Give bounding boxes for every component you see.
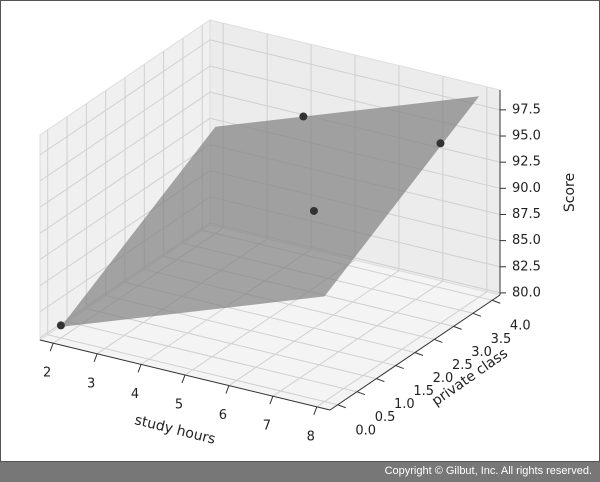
x-tick-label: 3 — [87, 376, 95, 391]
y-tick — [492, 299, 501, 304]
x-tick-label: 6 — [219, 408, 227, 423]
x-tick — [225, 385, 230, 394]
x-tick — [269, 396, 274, 405]
grid-line — [39, 117, 211, 234]
x-tick-label: 4 — [131, 387, 139, 402]
point — [56, 321, 65, 330]
y-tick — [395, 365, 404, 370]
y-tick — [434, 338, 443, 343]
grid-line — [209, 39, 501, 111]
z-tick-label: 90.0 — [512, 181, 541, 196]
z-tick-label: 82.5 — [512, 259, 541, 274]
copyright: Copyright © Gilbut, Inc. All rights rese… — [384, 465, 592, 477]
y-tick-label: 3.5 — [491, 332, 512, 347]
z-tick-label: 85.0 — [512, 233, 541, 248]
regression-plane — [60, 96, 480, 327]
y-tick-label: 0.0 — [355, 423, 376, 438]
grid-line — [39, 91, 211, 208]
z-tick-label: 80.0 — [512, 285, 541, 300]
y-tick-label: 0.5 — [375, 410, 396, 425]
footer: Copyright © Gilbut, Inc. All rights rese… — [0, 462, 600, 482]
point — [309, 206, 318, 215]
x-tick — [93, 353, 98, 362]
z-axis-label: Score — [562, 173, 578, 212]
z-tick-label: 97.5 — [512, 102, 541, 117]
x-tick — [181, 374, 186, 384]
x-tick-label: 2 — [43, 366, 51, 381]
x-tick-label: 5 — [175, 398, 183, 413]
y-tick-label: 3.0 — [471, 345, 492, 360]
y-tick-label: 2.0 — [433, 371, 454, 386]
point — [299, 112, 308, 121]
x-tick-label: 8 — [307, 429, 315, 444]
grid-line — [86, 308, 377, 380]
y-tick-label: 1.0 — [394, 397, 415, 412]
x-tick — [313, 406, 318, 415]
grid-line — [47, 334, 338, 406]
y-tick — [356, 391, 366, 396]
y-axis — [329, 294, 501, 411]
z-tick-label: 87.5 — [512, 207, 541, 222]
grid-line — [39, 144, 211, 260]
grid-line — [39, 65, 211, 182]
z-tick-label: 92.5 — [512, 155, 541, 170]
x-tick-label: 7 — [263, 419, 271, 434]
x-tick — [49, 343, 54, 352]
z-tick-label: 95.0 — [512, 129, 541, 144]
grid-line — [66, 321, 358, 393]
y-tick — [453, 325, 462, 330]
x-axis — [39, 339, 331, 411]
y-tick-label: 1.5 — [413, 384, 434, 399]
x-axis-label: study hours — [133, 412, 217, 448]
x-tick — [137, 364, 142, 373]
point — [436, 139, 445, 148]
y-tick — [337, 404, 346, 409]
y-tick — [376, 378, 385, 383]
y-tick — [414, 352, 424, 356]
y-tick-label: 2.5 — [452, 358, 473, 373]
y-tick — [472, 312, 482, 317]
grid-line — [39, 39, 211, 156]
y-tick-label: 4.0 — [510, 319, 531, 334]
